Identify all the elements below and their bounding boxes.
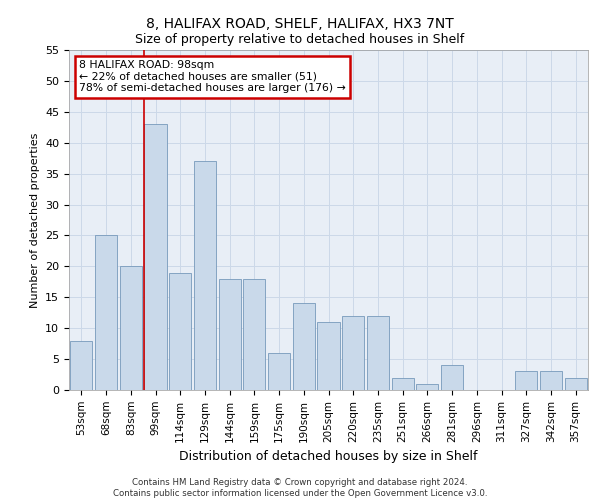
Bar (540, 372, 562, 390)
Bar (218, 278, 241, 390)
Bar (95, 236, 117, 390)
Bar (392, 378, 414, 390)
X-axis label: Distribution of detached houses by size in Shelf: Distribution of detached houses by size … (179, 450, 478, 463)
Bar (169, 272, 191, 390)
Bar (317, 322, 340, 390)
Bar (515, 372, 538, 390)
Text: Size of property relative to detached houses in Shelf: Size of property relative to detached ho… (136, 32, 464, 46)
Text: 8, HALIFAX ROAD, SHELF, HALIFAX, HX3 7NT: 8, HALIFAX ROAD, SHELF, HALIFAX, HX3 7NT (146, 18, 454, 32)
Bar (268, 353, 290, 390)
Text: Contains HM Land Registry data © Crown copyright and database right 2024.
Contai: Contains HM Land Registry data © Crown c… (113, 478, 487, 498)
Text: 8 HALIFAX ROAD: 98sqm
← 22% of detached houses are smaller (51)
78% of semi-deta: 8 HALIFAX ROAD: 98sqm ← 22% of detached … (79, 60, 346, 94)
Bar (441, 366, 463, 390)
Bar (342, 316, 364, 390)
Bar (145, 124, 167, 390)
Bar (70, 340, 92, 390)
Bar (194, 162, 216, 390)
Bar (367, 316, 389, 390)
Bar (243, 278, 265, 390)
Bar (119, 266, 142, 390)
Bar (416, 384, 439, 390)
Y-axis label: Number of detached properties: Number of detached properties (29, 132, 40, 308)
Bar (293, 304, 315, 390)
Bar (565, 378, 587, 390)
